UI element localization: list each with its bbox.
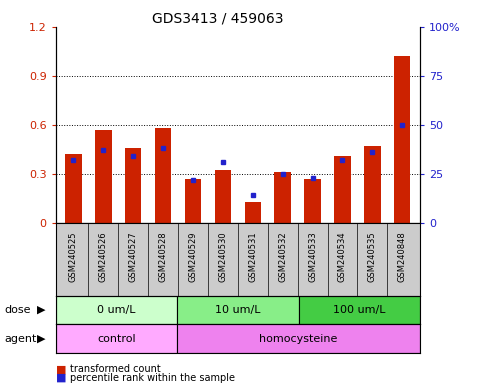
Text: GSM240534: GSM240534 <box>338 232 347 282</box>
Text: GSM240530: GSM240530 <box>218 232 227 282</box>
Text: GSM240535: GSM240535 <box>368 232 377 282</box>
Text: GSM240531: GSM240531 <box>248 232 257 282</box>
Bar <box>298 296 420 324</box>
Text: dose: dose <box>5 305 31 315</box>
Bar <box>177 296 298 324</box>
Text: GSM240533: GSM240533 <box>308 232 317 282</box>
Text: GSM240527: GSM240527 <box>129 232 138 282</box>
Text: percentile rank within the sample: percentile rank within the sample <box>70 373 235 383</box>
Text: GDS3413 / 459063: GDS3413 / 459063 <box>152 12 283 25</box>
Bar <box>364 146 381 223</box>
Text: GSM240532: GSM240532 <box>278 232 287 282</box>
Text: GSM240528: GSM240528 <box>158 232 168 282</box>
Text: GSM240525: GSM240525 <box>69 232 78 282</box>
Text: ▶: ▶ <box>37 334 45 344</box>
Bar <box>334 156 351 223</box>
Text: GSM240526: GSM240526 <box>99 232 108 282</box>
Bar <box>125 147 142 223</box>
Bar <box>244 202 261 223</box>
Bar <box>65 154 82 223</box>
Text: homocysteine: homocysteine <box>259 334 338 344</box>
Bar <box>304 179 321 223</box>
Text: GSM240848: GSM240848 <box>398 232 407 282</box>
Text: ▶: ▶ <box>37 305 45 315</box>
Text: agent: agent <box>5 334 37 344</box>
Text: 100 um/L: 100 um/L <box>333 305 386 315</box>
Bar <box>394 56 411 223</box>
Text: transformed count: transformed count <box>70 364 161 374</box>
Text: control: control <box>97 334 136 344</box>
Text: ■: ■ <box>56 373 66 383</box>
Bar <box>56 296 177 324</box>
Bar <box>155 128 171 223</box>
Bar <box>177 324 420 353</box>
Bar <box>185 179 201 223</box>
Text: 0 um/L: 0 um/L <box>97 305 136 315</box>
Text: 10 um/L: 10 um/L <box>215 305 261 315</box>
Bar <box>274 172 291 223</box>
Bar <box>95 130 112 223</box>
Bar <box>56 324 177 353</box>
Text: GSM240529: GSM240529 <box>188 232 198 282</box>
Bar <box>215 170 231 223</box>
Text: ■: ■ <box>56 364 66 374</box>
